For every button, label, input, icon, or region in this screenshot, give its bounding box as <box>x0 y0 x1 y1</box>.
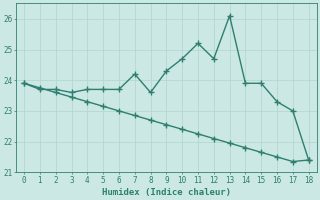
X-axis label: Humidex (Indice chaleur): Humidex (Indice chaleur) <box>102 188 231 197</box>
